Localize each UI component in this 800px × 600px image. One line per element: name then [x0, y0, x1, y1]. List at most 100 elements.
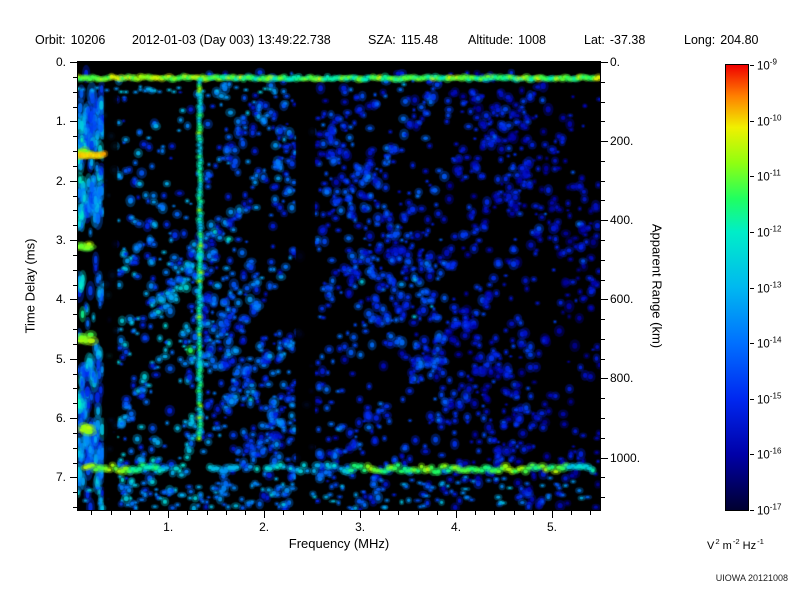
x-minor-tick — [532, 511, 534, 515]
header-lat-value: -37.38 — [609, 33, 646, 47]
y-left-minor-tick — [73, 343, 77, 345]
x-minor-tick — [302, 511, 304, 515]
y-right-tick-label: 1000. — [610, 450, 641, 465]
y-left-minor-tick — [73, 106, 77, 108]
y-left-minor-tick — [73, 254, 77, 256]
y-left-tick-label: 3. — [55, 233, 66, 247]
header-datetime-value: 2012-01-03 (Day 003) 13:49:22.738 — [132, 33, 331, 47]
spectrogram-canvas — [78, 62, 600, 510]
y-right-major-tick — [601, 62, 608, 63]
y-right-minor-tick — [601, 81, 605, 83]
y-left-tick-label: 1. — [55, 114, 66, 129]
y-left-minor-tick — [73, 210, 77, 212]
header-orbit-label: Orbit: — [35, 33, 66, 47]
apparent-range-axis-label: Apparent Range (km) — [649, 223, 665, 349]
y-right-minor-tick — [601, 398, 605, 400]
y-right-minor-tick — [601, 121, 605, 123]
x-minor-tick — [436, 511, 438, 515]
y-left-major-tick — [70, 62, 77, 63]
x-major-tick — [552, 511, 554, 518]
y-left-minor-tick — [73, 269, 77, 271]
y-left-major-tick — [70, 418, 77, 420]
y-right-major-tick — [601, 141, 608, 143]
y-left-minor-tick — [73, 373, 77, 375]
x-minor-tick — [244, 511, 246, 515]
y-left-major-tick — [70, 121, 77, 123]
x-major-tick — [456, 511, 458, 518]
colorbar-tick-label: 10-15 — [757, 391, 782, 407]
y-right-minor-tick — [601, 358, 605, 360]
y-left-major-tick — [70, 299, 77, 301]
x-minor-tick — [417, 511, 419, 515]
y-right-minor-tick — [601, 418, 605, 420]
colorbar-unit-label: V2 m-2 Hz-1 — [707, 537, 764, 552]
x-minor-tick — [206, 511, 208, 515]
y-right-minor-tick — [601, 279, 605, 281]
x-tick-label: 5. — [547, 520, 558, 534]
y-right-major-tick — [601, 457, 608, 459]
x-tick-label: 1. — [163, 520, 174, 534]
y-right-minor-tick — [601, 259, 605, 261]
x-major-tick — [360, 511, 362, 518]
colorbar-tick — [750, 65, 754, 66]
x-major-tick — [168, 511, 170, 518]
x-minor-tick — [475, 511, 477, 515]
y-left-minor-tick — [73, 165, 77, 167]
header-altitude-label: Altitude: — [468, 33, 514, 47]
colorbar-tick-label: 10-10 — [757, 113, 782, 129]
y-right-minor-tick — [601, 319, 605, 321]
y-right-major-tick — [601, 299, 608, 301]
colorbar-tick-label: 10-13 — [757, 280, 782, 295]
y-right-tick-label: 600. — [610, 292, 634, 307]
y-left-tick-label: 6. — [55, 411, 66, 426]
x-minor-tick — [340, 511, 342, 515]
x-minor-tick — [379, 511, 381, 515]
y-right-minor-tick — [601, 477, 605, 479]
colorbar-tick — [750, 120, 754, 122]
header-altitude: Altitude: 1008 — [468, 33, 546, 47]
y-left-tick-label: 4. — [55, 292, 66, 307]
y-right-minor-tick — [601, 338, 605, 340]
y-left-minor-tick — [73, 388, 77, 390]
x-minor-tick — [129, 511, 131, 515]
x-minor-tick — [149, 511, 150, 515]
header-row: Orbit: 10206 2012-01-03 (Day 003) 13:49:… — [0, 33, 800, 49]
colorbar-tick — [750, 510, 754, 511]
x-minor-tick — [494, 511, 496, 515]
y-left-minor-tick — [73, 447, 77, 449]
header-altitude-value: 1008 — [518, 33, 546, 47]
y-left-major-tick — [70, 477, 77, 479]
y-left-minor-tick — [73, 403, 77, 405]
y-right-minor-tick — [601, 180, 605, 182]
x-minor-tick — [398, 511, 400, 515]
y-left-minor-tick — [73, 329, 77, 331]
x-minor-tick — [283, 511, 285, 515]
colorbar-tick — [750, 176, 754, 178]
y-left-tick-label: 2. — [55, 173, 66, 188]
colorbar-tick — [750, 398, 754, 400]
y-left-minor-tick — [73, 225, 77, 227]
y-left-minor-tick — [73, 76, 77, 78]
y-left-major-tick — [70, 240, 77, 241]
colorbar-gradient — [726, 65, 748, 510]
header-lat-label: Lat: — [584, 33, 605, 47]
y-right-tick-label: 200. — [610, 134, 634, 149]
header-lat: Lat: -37.38 — [584, 33, 645, 47]
y-right-minor-tick — [601, 240, 605, 241]
header-orbit: Orbit: 10206 — [35, 33, 105, 47]
y-left-minor-tick — [73, 136, 77, 138]
header-datetime: 2012-01-03 (Day 003) 13:49:22.738 — [127, 33, 331, 47]
colorbar-tick-label: 10-12 — [757, 224, 782, 240]
x-minor-tick — [187, 511, 189, 515]
x-minor-tick — [225, 511, 227, 515]
colorbar-tick — [750, 287, 754, 289]
colorbar — [725, 64, 749, 511]
y-left-tick-label: 7. — [55, 470, 66, 485]
colorbar-tick — [750, 454, 754, 456]
y-left-minor-tick — [73, 151, 77, 152]
colorbar-tick-label: 10-9 — [757, 57, 777, 73]
y-right-major-tick — [601, 220, 608, 222]
x-minor-tick — [571, 511, 573, 515]
y-left-major-tick — [70, 358, 77, 360]
